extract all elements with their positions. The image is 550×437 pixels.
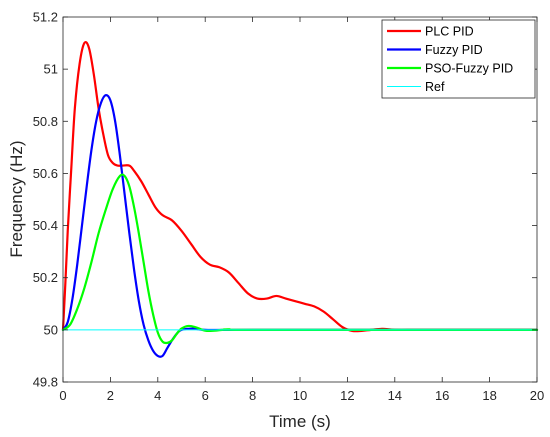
x-tick-label: 16 [435,388,449,403]
y-axis-title: Frequency (Hz) [7,140,26,257]
legend-label: PLC PID [425,25,474,39]
y-tick-label: 50.8 [33,114,58,129]
x-tick-label: 0 [59,388,66,403]
series-line-3 [61,173,539,345]
series-layer [61,40,539,358]
y-tick-label: 50.2 [33,270,58,285]
y-tick-label: 50 [44,322,58,337]
x-tick-label: 6 [202,388,209,403]
legend-box [381,19,536,99]
legend: PLC PID Fuzzy PID PSO-Fuzzy PID Ref [381,19,536,99]
x-tick-label: 18 [482,388,496,403]
ticks-layer: 0 2 4 6 8 10 12 14 16 18 20 49.8 50 50.2 50.4 50.6 50.8 5… [33,10,545,404]
y-tick-label: 50.6 [33,166,58,181]
y-tick-label: 49.8 [33,375,58,390]
legend-label: Fuzzy PID [425,43,483,57]
x-tick-label: 20 [530,388,544,403]
x-tick-label: 8 [249,388,256,403]
x-tick-label: 10 [293,388,307,403]
y-tick-label: 51.2 [33,10,58,25]
series-line-1 [61,40,539,333]
y-tick-label: 51 [44,62,58,77]
x-tick-label: 2 [107,388,114,403]
legend-label: Ref [425,80,445,94]
x-tick-label: 4 [154,388,161,403]
y-tick-label: 50.4 [33,218,58,233]
legend-label: PSO-Fuzzy PID [425,62,513,76]
x-tick-label: 14 [388,388,402,403]
x-tick-label: 12 [340,388,354,403]
x-axis-title: Time (s) [269,412,331,431]
